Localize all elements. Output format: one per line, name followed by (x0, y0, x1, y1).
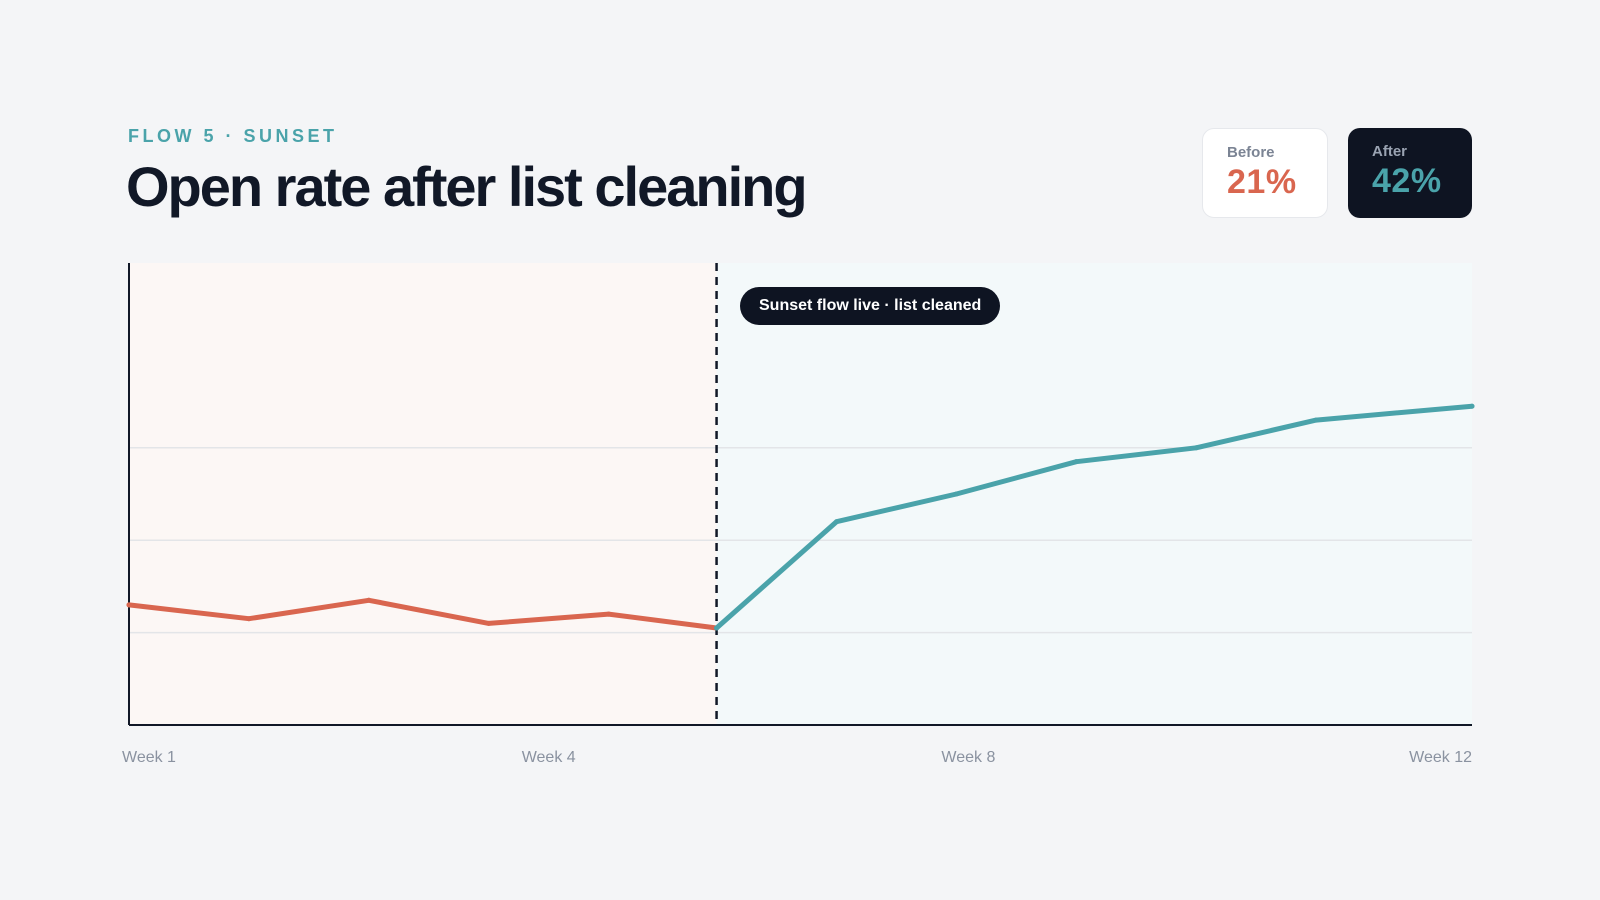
x-tick-label: Week 12 (1409, 749, 1472, 766)
after-region (716, 263, 1472, 725)
after-data-point (833, 519, 839, 525)
x-tick-label: Week 1 (122, 749, 176, 766)
after-data-point (714, 625, 720, 631)
after-data-point (1313, 417, 1319, 423)
after-data-point (953, 491, 959, 497)
before-data-point (486, 620, 492, 626)
before-stat-value: 21% (1227, 163, 1297, 201)
flow-eyebrow: FLOW 5 · SUNSET (128, 126, 338, 146)
before-data-point (606, 611, 612, 617)
after-data-point (1469, 403, 1475, 409)
before-data-point (366, 597, 372, 603)
after-data-point (1073, 459, 1079, 465)
x-tick-label: Week 8 (941, 749, 995, 766)
after-stat-card: After 42% (1348, 128, 1472, 218)
sunset-annotation-pill: Sunset flow live · list cleaned (740, 287, 1001, 325)
before-stat-card: Before 21% (1202, 128, 1328, 218)
page-title: Open rate after list cleaning (126, 155, 808, 218)
x-tick-label: Week 4 (522, 749, 576, 766)
before-data-point (246, 616, 252, 622)
before-data-point (126, 602, 132, 608)
before-region (129, 263, 717, 725)
after-stat-value: 42% (1372, 162, 1442, 200)
before-series-line (126, 597, 720, 631)
before-stat-label: Before (1227, 144, 1275, 161)
after-data-point (1193, 445, 1199, 451)
after-stat-label: After (1372, 143, 1408, 160)
